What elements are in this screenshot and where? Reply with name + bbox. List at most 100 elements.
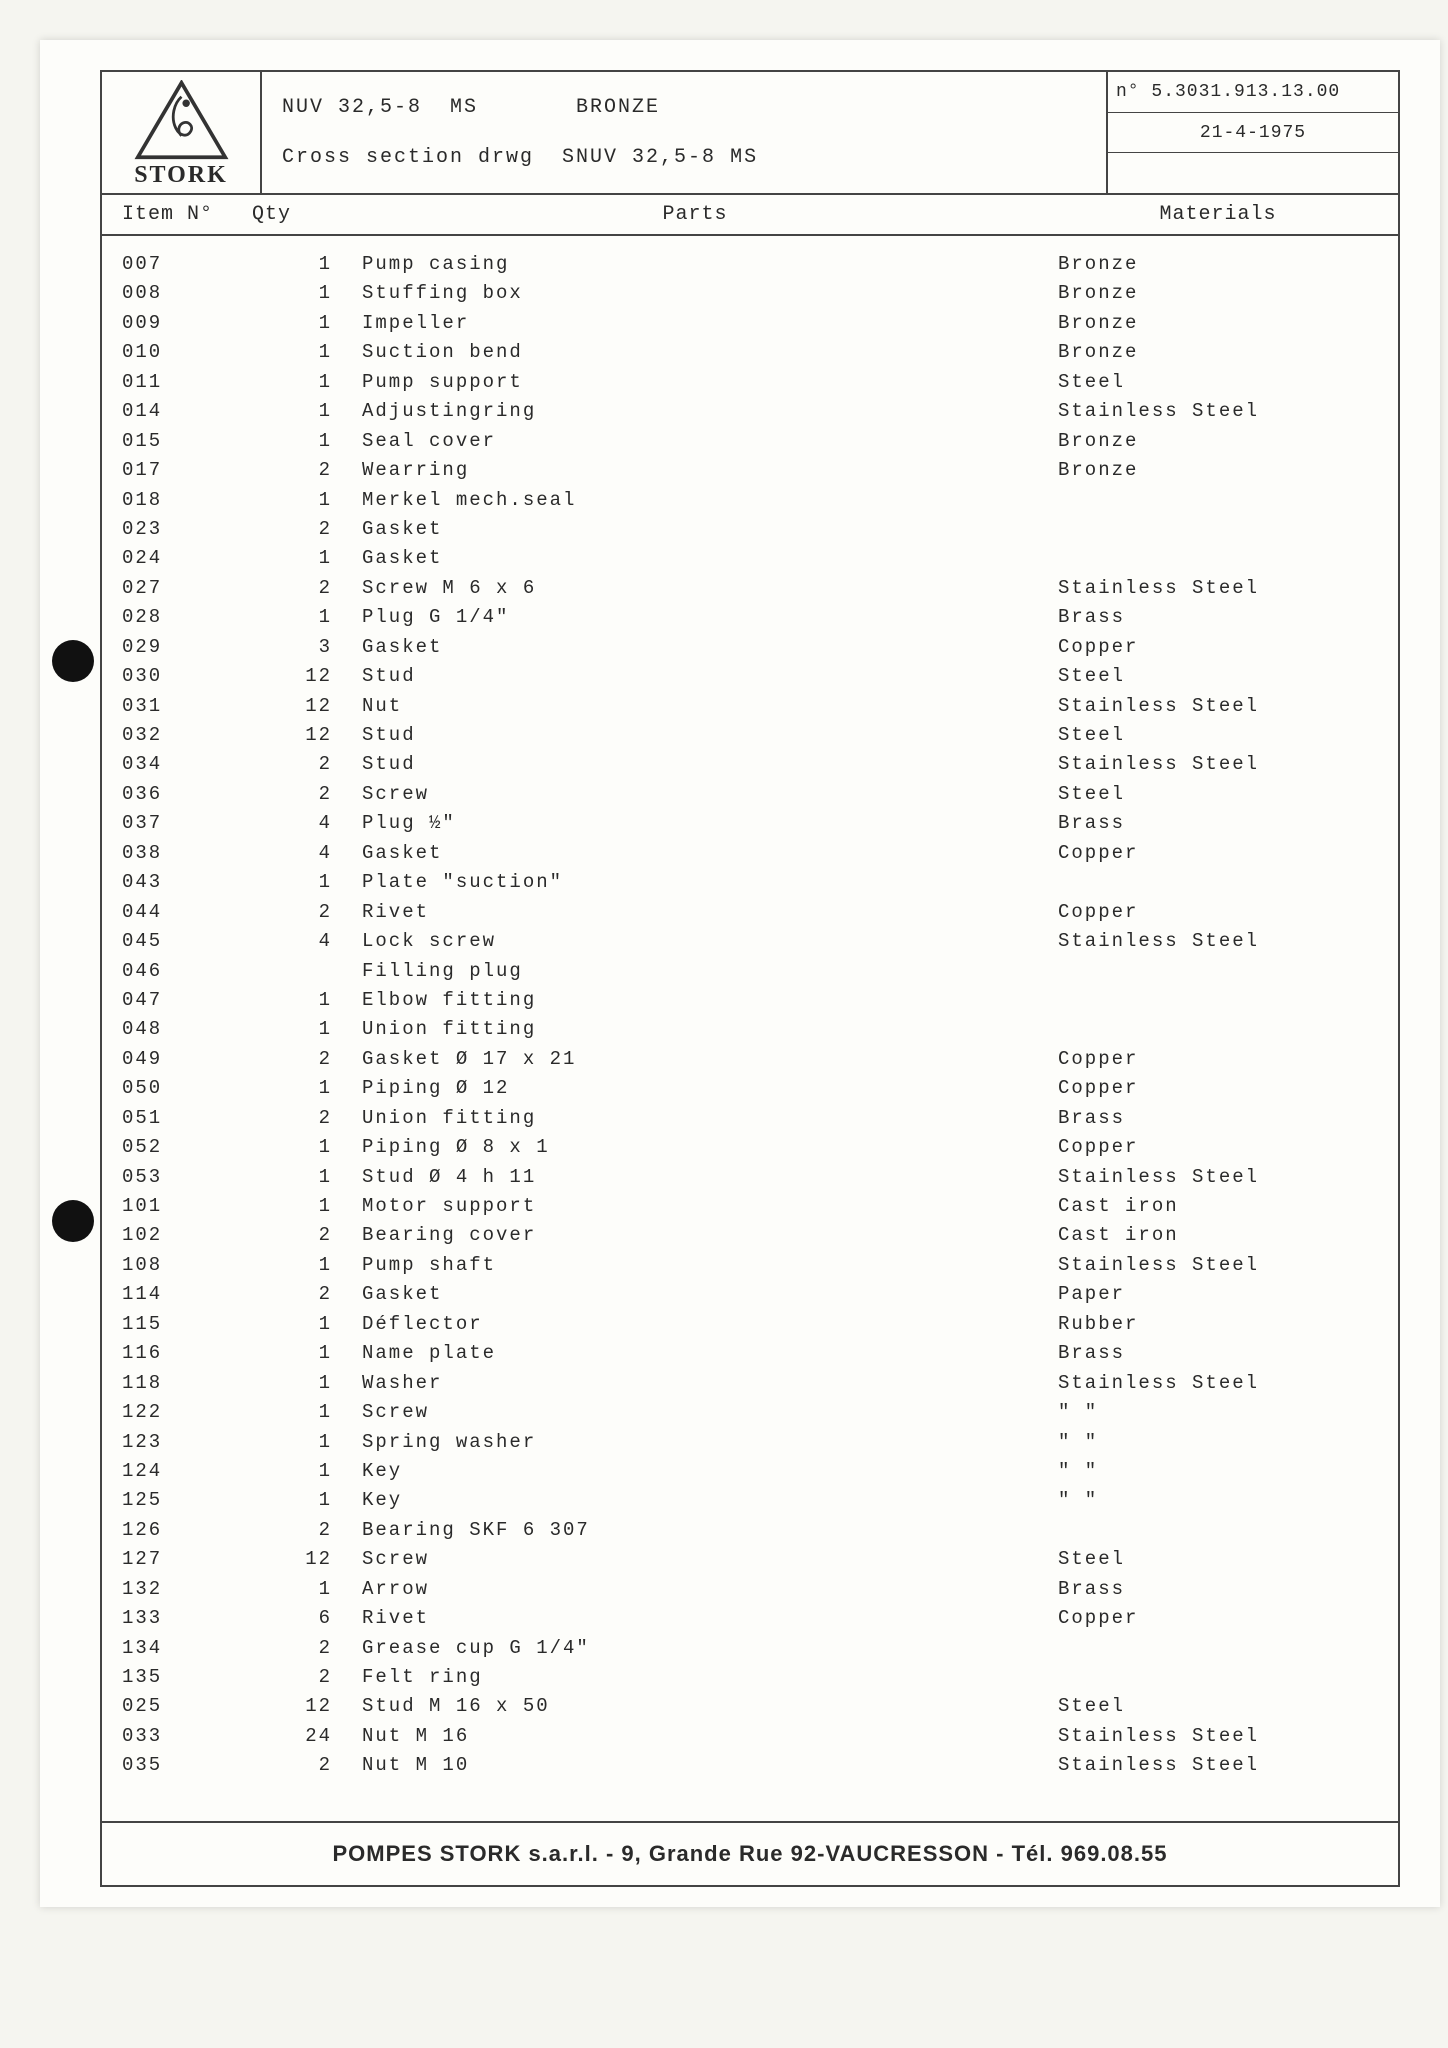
cell-item: 044 [122, 898, 252, 927]
doc-date: 21-4-1975 [1108, 113, 1398, 154]
cell-item: 010 [122, 338, 252, 367]
cell-qty: 2 [252, 1751, 362, 1780]
col-header-parts: Parts [332, 203, 1058, 226]
cell-qty: 1 [252, 1163, 362, 1192]
table-row: 0501Piping Ø 12Copper [122, 1074, 1378, 1103]
cell-qty: 1 [252, 279, 362, 308]
logo-text: STORK [106, 162, 256, 189]
table-row: 1081Pump shaftStainless Steel [122, 1251, 1378, 1280]
cell-material: Brass [1058, 1575, 1378, 1604]
cell-material: Stainless Steel [1058, 397, 1378, 426]
table-row: 0521Piping Ø 8 x 1Copper [122, 1133, 1378, 1162]
cell-qty: 1 [252, 1369, 362, 1398]
table-row: 0431Plate "suction" [122, 868, 1378, 897]
cell-qty: 24 [252, 1722, 362, 1751]
cell-qty: 2 [252, 780, 362, 809]
cell-material: " " [1058, 1457, 1378, 1486]
table-row: 0442RivetCopper [122, 898, 1378, 927]
table-row: 03324Nut M 16Stainless Steel [122, 1722, 1378, 1751]
cell-part: Gasket [362, 633, 1058, 662]
cell-item: 015 [122, 427, 252, 456]
cell-qty: 1 [252, 1251, 362, 1280]
cell-qty: 6 [252, 1604, 362, 1633]
punch-hole [52, 640, 94, 682]
cell-material: Rubber [1058, 1310, 1378, 1339]
table-row: 0362ScrewSteel [122, 780, 1378, 809]
cell-qty: 4 [252, 839, 362, 868]
cell-part: Stuffing box [362, 279, 1058, 308]
table-row: 0281Plug G 1/4"Brass [122, 603, 1378, 632]
cell-item: 102 [122, 1221, 252, 1250]
cell-part: Rivet [362, 1604, 1058, 1633]
cell-item: 127 [122, 1545, 252, 1574]
cell-part: Wearring [362, 456, 1058, 485]
table-row: 03112NutStainless Steel [122, 692, 1378, 721]
cell-material: " " [1058, 1486, 1378, 1515]
table-row: 0232Gasket [122, 515, 1378, 544]
cell-item: 125 [122, 1486, 252, 1515]
cell-material: Copper [1058, 1074, 1378, 1103]
cell-qty: 12 [252, 692, 362, 721]
cell-part: Rivet [362, 898, 1058, 927]
cell-part: Stud [362, 750, 1058, 779]
cell-material: Copper [1058, 633, 1378, 662]
table-row: 0081Stuffing boxBronze [122, 279, 1378, 308]
cell-qty: 1 [252, 544, 362, 573]
cell-qty: 2 [252, 898, 362, 927]
cell-material: Steel [1058, 662, 1378, 691]
col-header-materials: Materials [1058, 203, 1378, 226]
cell-part: Key [362, 1486, 1058, 1515]
cell-material [1058, 957, 1378, 986]
cell-qty: 1 [252, 309, 362, 338]
cell-item: 036 [122, 780, 252, 809]
cell-item: 052 [122, 1133, 252, 1162]
cell-material [1058, 1516, 1378, 1545]
cell-qty: 2 [252, 515, 362, 544]
cell-material [1058, 486, 1378, 515]
cell-material: Steel [1058, 1692, 1378, 1721]
cell-item: 123 [122, 1428, 252, 1457]
table-row: 1011Motor supportCast iron [122, 1192, 1378, 1221]
cell-material [1058, 1663, 1378, 1692]
cell-part: Piping Ø 8 x 1 [362, 1133, 1058, 1162]
cell-part: Pump shaft [362, 1251, 1058, 1280]
cell-item: 047 [122, 986, 252, 1015]
cell-material: Brass [1058, 1104, 1378, 1133]
table-row: 1181WasherStainless Steel [122, 1369, 1378, 1398]
cell-part: Motor support [362, 1192, 1058, 1221]
outer-frame: STORK NUV 32,5-8 MS BRONZE Cross section… [100, 70, 1400, 1887]
cell-material: Copper [1058, 1604, 1378, 1633]
cell-qty: 1 [252, 338, 362, 367]
cell-item: 009 [122, 309, 252, 338]
cell-qty: 2 [252, 456, 362, 485]
cell-part: Screw [362, 1398, 1058, 1427]
cell-material: Copper [1058, 839, 1378, 868]
cell-item: 011 [122, 368, 252, 397]
cell-item: 135 [122, 1663, 252, 1692]
table-row: 0151Seal coverBronze [122, 427, 1378, 456]
cell-item: 053 [122, 1163, 252, 1192]
cell-qty: 1 [252, 868, 362, 897]
table-row: 1231Spring washer " " [122, 1428, 1378, 1457]
cell-material: Cast iron [1058, 1221, 1378, 1250]
cell-material: Copper [1058, 898, 1378, 927]
cell-qty: 1 [252, 1428, 362, 1457]
cell-part: Union fitting [362, 1015, 1058, 1044]
cell-qty: 1 [252, 1015, 362, 1044]
table-row: 1336RivetCopper [122, 1604, 1378, 1633]
cell-item: 008 [122, 279, 252, 308]
cell-qty: 4 [252, 809, 362, 838]
table-row: 1142GasketPaper [122, 1280, 1378, 1309]
cell-qty: 12 [252, 662, 362, 691]
title-box: NUV 32,5-8 MS BRONZE Cross section drwg … [262, 72, 1106, 193]
table-row: 1262Bearing SKF 6 307 [122, 1516, 1378, 1545]
table-row: 0141AdjustingringStainless Steel [122, 397, 1378, 426]
cell-material: Stainless Steel [1058, 1751, 1378, 1780]
cell-item: 048 [122, 1015, 252, 1044]
cell-qty: 1 [252, 486, 362, 515]
cell-qty: 4 [252, 927, 362, 956]
table-row: 1022Bearing coverCast iron [122, 1221, 1378, 1250]
cell-part: Suction bend [362, 338, 1058, 367]
cell-part: Impeller [362, 309, 1058, 338]
cell-part: Piping Ø 12 [362, 1074, 1058, 1103]
